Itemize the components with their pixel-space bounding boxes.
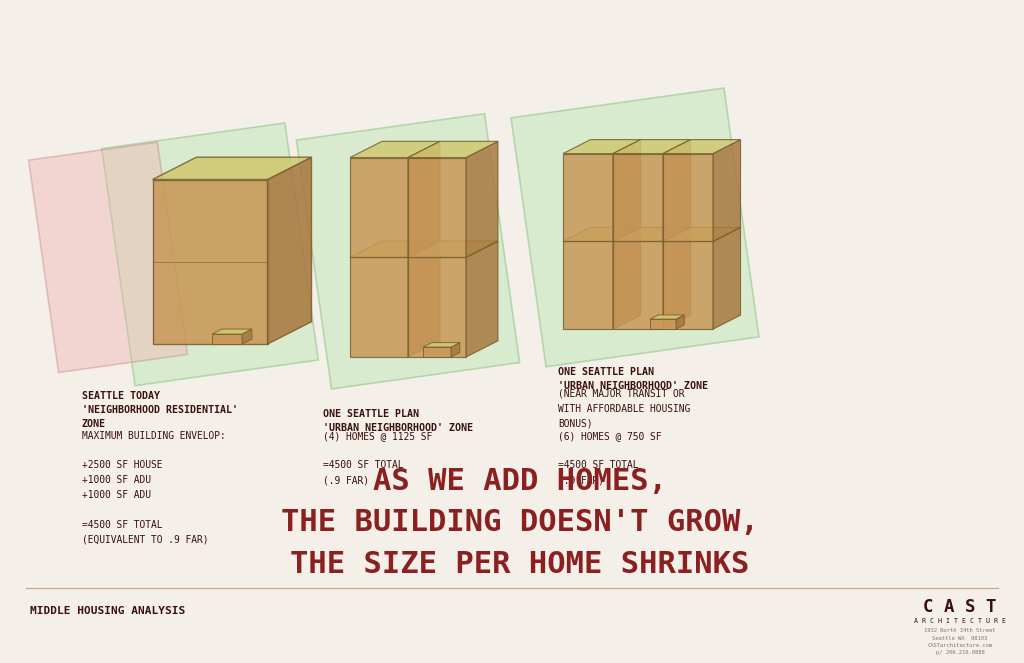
Polygon shape xyxy=(451,343,460,357)
Polygon shape xyxy=(466,141,498,257)
Polygon shape xyxy=(650,319,676,329)
Polygon shape xyxy=(242,329,252,344)
Polygon shape xyxy=(408,158,466,257)
Polygon shape xyxy=(466,241,498,357)
Polygon shape xyxy=(350,141,440,158)
Polygon shape xyxy=(663,154,713,241)
Polygon shape xyxy=(613,241,663,329)
Polygon shape xyxy=(153,157,311,180)
Polygon shape xyxy=(613,227,640,329)
Polygon shape xyxy=(563,241,613,329)
Text: A R C H I T E C T U R E: A R C H I T E C T U R E xyxy=(914,619,1006,625)
Text: 1932 North 34th Street
Seattle WA  98103
CASTarchitecture.com
p/ 206.216.0888: 1932 North 34th Street Seattle WA 98103 … xyxy=(925,629,995,656)
Polygon shape xyxy=(29,142,187,373)
Polygon shape xyxy=(563,227,640,241)
Text: MIDDLE HOUSING ANALYSIS: MIDDLE HOUSING ANALYSIS xyxy=(30,607,185,617)
Polygon shape xyxy=(408,257,466,357)
Polygon shape xyxy=(408,241,440,357)
Text: C A S T: C A S T xyxy=(924,599,996,617)
Text: (4) HOMES @ 1125 SF

=4500 SF TOTAL
(.9 FAR): (4) HOMES @ 1125 SF =4500 SF TOTAL (.9 F… xyxy=(323,431,432,485)
Text: ONE SEATTLE PLAN
'URBAN NEIGHBORHOOD' ZONE: ONE SEATTLE PLAN 'URBAN NEIGHBORHOOD' ZO… xyxy=(323,409,473,433)
Polygon shape xyxy=(663,241,713,329)
Text: AS WE ADD HOMES,
THE BUILDING DOESN'T GROW,
THE SIZE PER HOME SHRINKS: AS WE ADD HOMES, THE BUILDING DOESN'T GR… xyxy=(282,467,759,579)
Polygon shape xyxy=(101,123,318,386)
Polygon shape xyxy=(676,315,684,329)
Polygon shape xyxy=(563,140,640,154)
Text: (6) HOMES @ 750 SF

=4500 SF TOTAL
(.9 FAR): (6) HOMES @ 750 SF =4500 SF TOTAL (.9 FA… xyxy=(558,431,662,485)
Polygon shape xyxy=(296,113,519,389)
Polygon shape xyxy=(613,154,663,241)
Polygon shape xyxy=(212,329,252,334)
Text: SEATTLE TODAY
'NEIGHBORHOOD RESIDENTIAL'
ZONE: SEATTLE TODAY 'NEIGHBORHOOD RESIDENTIAL'… xyxy=(82,391,238,429)
Polygon shape xyxy=(713,140,740,241)
Polygon shape xyxy=(267,157,311,344)
Text: MAXIMUM BUILDING ENVELOP:

+2500 SF HOUSE
+1000 SF ADU
+1000 SF ADU

=4500 SF TO: MAXIMUM BUILDING ENVELOP: +2500 SF HOUSE… xyxy=(82,431,225,544)
Polygon shape xyxy=(350,257,408,357)
Text: (NEAR MAJOR TRANSIT OR
WITH AFFORDABLE HOUSING
BONUS): (NEAR MAJOR TRANSIT OR WITH AFFORDABLE H… xyxy=(558,389,690,428)
Polygon shape xyxy=(350,158,408,257)
Polygon shape xyxy=(350,241,440,257)
Text: ONE SEATTLE PLAN
'URBAN NEIGHBORHOOD' ZONE: ONE SEATTLE PLAN 'URBAN NEIGHBORHOOD' ZO… xyxy=(558,367,708,391)
Polygon shape xyxy=(613,227,690,241)
Polygon shape xyxy=(408,141,498,158)
Polygon shape xyxy=(153,180,267,344)
Polygon shape xyxy=(650,315,684,319)
Polygon shape xyxy=(613,140,690,154)
Polygon shape xyxy=(408,241,498,257)
Polygon shape xyxy=(563,154,613,241)
Polygon shape xyxy=(663,227,740,241)
Polygon shape xyxy=(713,227,740,329)
Polygon shape xyxy=(423,343,460,347)
Polygon shape xyxy=(408,141,440,257)
Polygon shape xyxy=(663,140,740,154)
Polygon shape xyxy=(423,347,451,357)
Polygon shape xyxy=(663,227,690,329)
Polygon shape xyxy=(511,88,759,367)
Polygon shape xyxy=(212,334,242,344)
Polygon shape xyxy=(663,140,690,241)
Polygon shape xyxy=(613,140,640,241)
